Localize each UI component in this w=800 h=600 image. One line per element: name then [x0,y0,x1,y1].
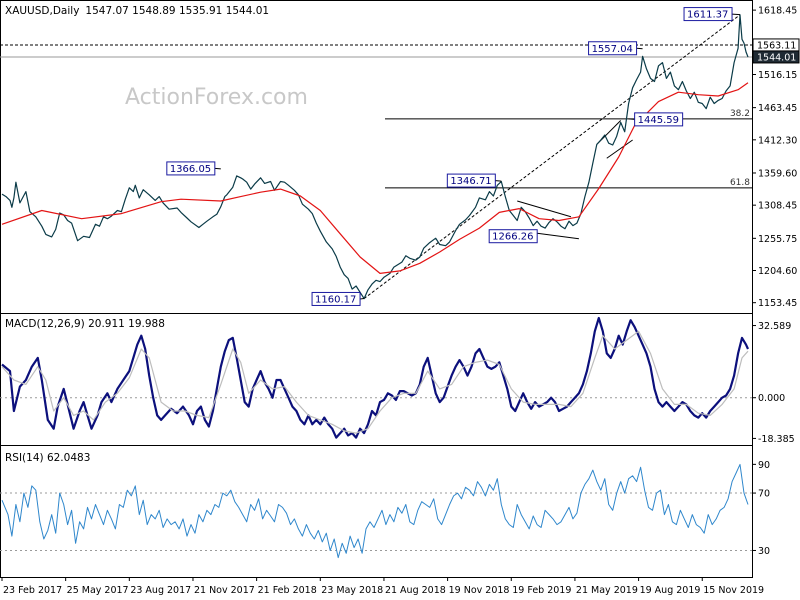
price-callout-box [446,173,496,188]
price-callout-label: 1346.71 [450,176,491,187]
x-tick-label: 21 Aug 2018 [385,585,446,596]
callout-leader [628,118,635,120]
rsi-panel: 90 70 30 [0,460,770,559]
x-tick-label: 23 Feb 2017 [3,585,62,596]
macd-panel-frame [0,313,753,446]
macd-header: MACD(12,26,9) 20.911 19.988 [5,318,165,330]
price-callout-box [488,229,538,244]
price-callout-label: 1611.37 [687,10,728,21]
y-tick-label: 1463.45 [758,103,797,114]
y-tick-label: 1204.60 [758,266,797,277]
y-tick-label: 0.000 [758,393,785,404]
y-tick-label: 1308.45 [758,201,797,212]
signal-line [1,330,749,434]
y-tick-label: 1153.45 [758,298,797,309]
price-callout-label: 1266.26 [492,232,533,243]
callout-leader [495,180,502,182]
price-callout-box [588,41,638,56]
x-tick-label: 23 Aug 2017 [130,585,191,596]
y-tick-label: 1412.30 [758,135,797,146]
rsi-header: RSI(14) 62.0483 [5,452,90,464]
price-callout-label: 1557.04 [592,44,633,55]
ohlc-values: 1547.07 1548.89 1535.91 1544.01 [85,5,269,17]
y-tick-label: 1516.15 [758,70,797,81]
y-tick-label: 90 [758,460,770,471]
price-callout-box [311,291,361,306]
y-tick-label: 30 [758,546,770,557]
timeframe: Daily [53,5,80,17]
fib-level-label: 61.8 [730,178,750,188]
chart-header: XAUUSD,Daily 1547.07 1548.89 1535.91 1544… [5,5,269,17]
price-line [1,14,749,300]
price-axis-marker [752,50,800,64]
x-axis: 23 Feb 2017 25 May 2017 23 Aug 2017 21 Nov … [1,577,764,596]
rsi-panel-frame [0,445,753,578]
callout-leader [214,167,221,170]
y-tick-label: 1359.60 [758,168,797,179]
callout-leader [636,47,643,50]
trendline [517,200,572,218]
macd-panel: 32.589 0.000 -18.385 [0,316,795,445]
x-tick-label: 19 Feb 2019 [512,585,571,596]
y-tick-label: 70 [758,489,770,500]
price-callout-label: 1445.59 [638,115,679,126]
price-callout-label: 1366.05 [170,164,211,175]
y-tick-label: 1255.75 [758,234,797,245]
y-tick-label: 1618.45 [758,6,797,17]
symbol: XAUUSD [5,5,50,17]
price-callout-box [634,112,684,127]
x-tick-label: 23 May 2018 [321,585,383,596]
x-tick-label: 19 Nov 2018 [449,585,510,596]
price-axis-marker-label: 1544.01 [757,52,796,63]
x-tick-label: 21 Nov 2017 [194,585,255,596]
y-tick-label: 32.589 [758,321,791,332]
watermark: ActionForex.com [125,85,308,110]
x-tick-label: 19 Aug 2019 [640,585,701,596]
x-tick-label: 21 Feb 2018 [258,585,317,596]
x-tick-label: 15 Nov 2019 [703,585,764,596]
price-panel: 1618.451567.301516.151463.451412.301359.… [0,6,800,309]
x-tick-label: 21 May 2019 [576,585,638,596]
y-tick-label: -18.385 [758,434,795,445]
price-callout-box [166,161,216,176]
price-axis-marker-label: 1563.11 [757,40,796,51]
price-callout-box [683,7,733,22]
x-tick-label: 25 May 2017 [67,585,129,596]
trendline-dashed [363,14,741,299]
macd-line [1,316,750,439]
callout-leader [732,13,741,16]
price-callout-label: 1160.17 [315,294,356,305]
trendline [606,139,633,159]
rsi-line [1,463,749,559]
price-panel-frame [0,0,753,314]
callout-leader [359,297,365,300]
fib-level-label: 38.2 [730,109,750,119]
